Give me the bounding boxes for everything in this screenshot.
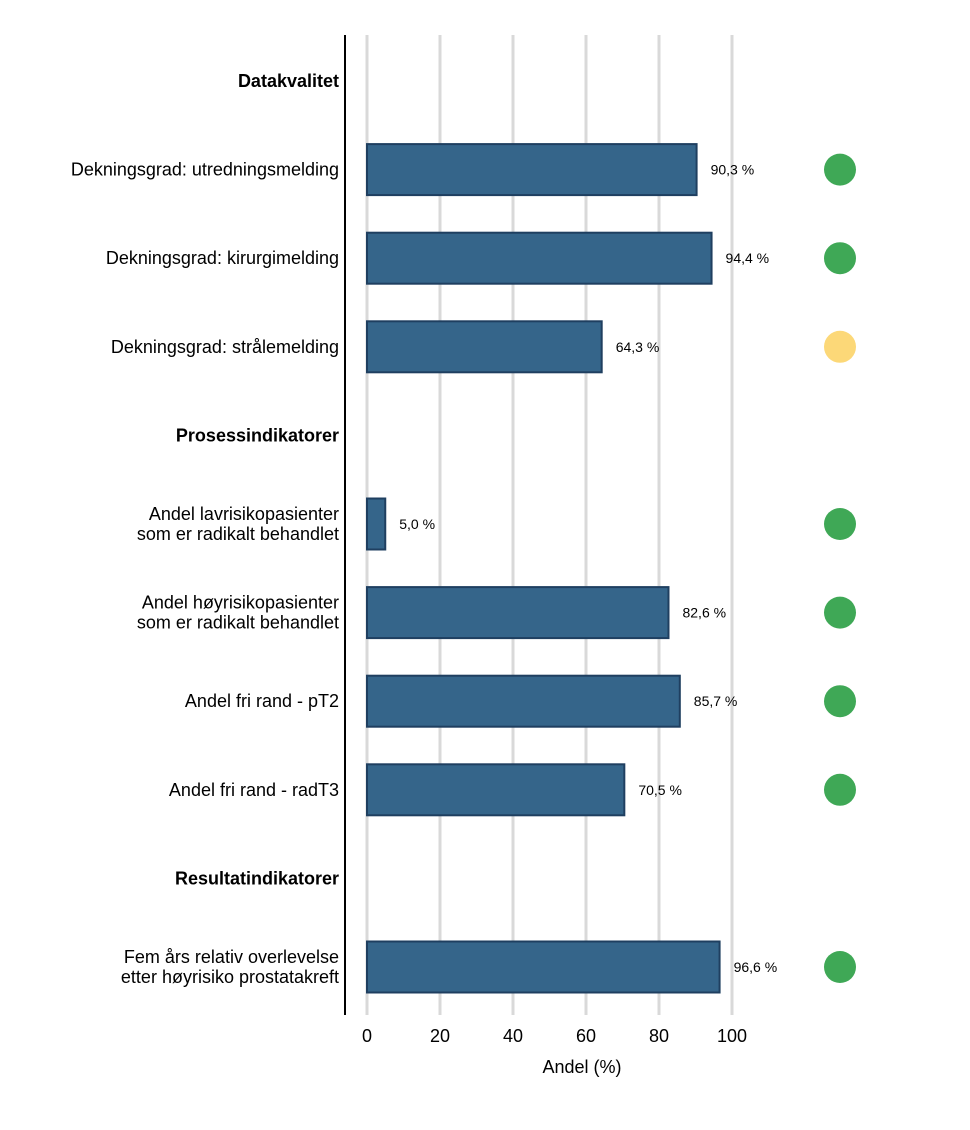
status-dot-yellow (824, 330, 856, 363)
status-dot-green (824, 773, 856, 806)
category-label: Andel lavrisikopasienter som er radikalt … (137, 504, 339, 544)
section-label: Datakvalitet (238, 71, 339, 91)
value-label: 64,3 % (616, 339, 660, 355)
labels-layer: Datakvalitet 90,3 % Dekningsgrad: utrednin… (71, 71, 777, 987)
x-tick-label: 100 (717, 1026, 747, 1046)
bar (366, 586, 670, 640)
section-label: Prosessindikatorer (176, 425, 339, 445)
value-label: 70,5 % (638, 782, 682, 798)
bar (366, 674, 681, 728)
status-dot-green (824, 508, 856, 540)
status-dot-green (824, 685, 856, 718)
bar (366, 940, 721, 994)
category-label: Fem års relativ overlevelse etter høyrisi… (121, 947, 339, 987)
value-label: 96,6 % (734, 959, 778, 975)
status-layer (824, 153, 856, 983)
category-label: Andel fri rand - pT2 (185, 691, 339, 711)
bar (366, 231, 713, 285)
category-label: Andel høyrisikopasienter som er radikalt … (137, 593, 339, 633)
x-tick-label: 80 (649, 1026, 669, 1046)
bar (366, 143, 698, 197)
x-tick-label: 40 (503, 1026, 523, 1046)
value-label: 94,4 % (726, 250, 770, 266)
status-dot-green (824, 242, 856, 275)
category-label: Dekningsgrad: kirurgimelding (106, 248, 339, 268)
x-tick-label: 60 (576, 1026, 596, 1046)
axis-layer: 0 20 40 60 80 100 (344, 35, 747, 1046)
bar (366, 320, 603, 374)
value-label: 82,6 % (682, 605, 726, 621)
x-axis-title: Andel (%) (542, 1057, 621, 1077)
bar (366, 763, 626, 817)
section-label: Resultatindikatorer (175, 868, 339, 888)
status-dot-green (824, 596, 856, 629)
x-tick-label: 20 (430, 1026, 450, 1046)
value-label: 85,7 % (694, 693, 738, 709)
status-dot-green (824, 951, 856, 983)
bar (366, 497, 387, 551)
category-label: Andel fri rand - radT3 (169, 780, 339, 800)
bars-layer (366, 143, 721, 994)
grid-layer (365, 35, 734, 1015)
category-label: Dekningsgrad: strålemelding (111, 337, 339, 357)
value-label: 90,3 % (711, 162, 755, 178)
status-dot-green (824, 153, 856, 186)
category-label: Dekningsgrad: utredningsmelding (71, 160, 339, 180)
value-label: 5,0 % (399, 516, 435, 532)
x-tick-label: 0 (362, 1026, 372, 1046)
